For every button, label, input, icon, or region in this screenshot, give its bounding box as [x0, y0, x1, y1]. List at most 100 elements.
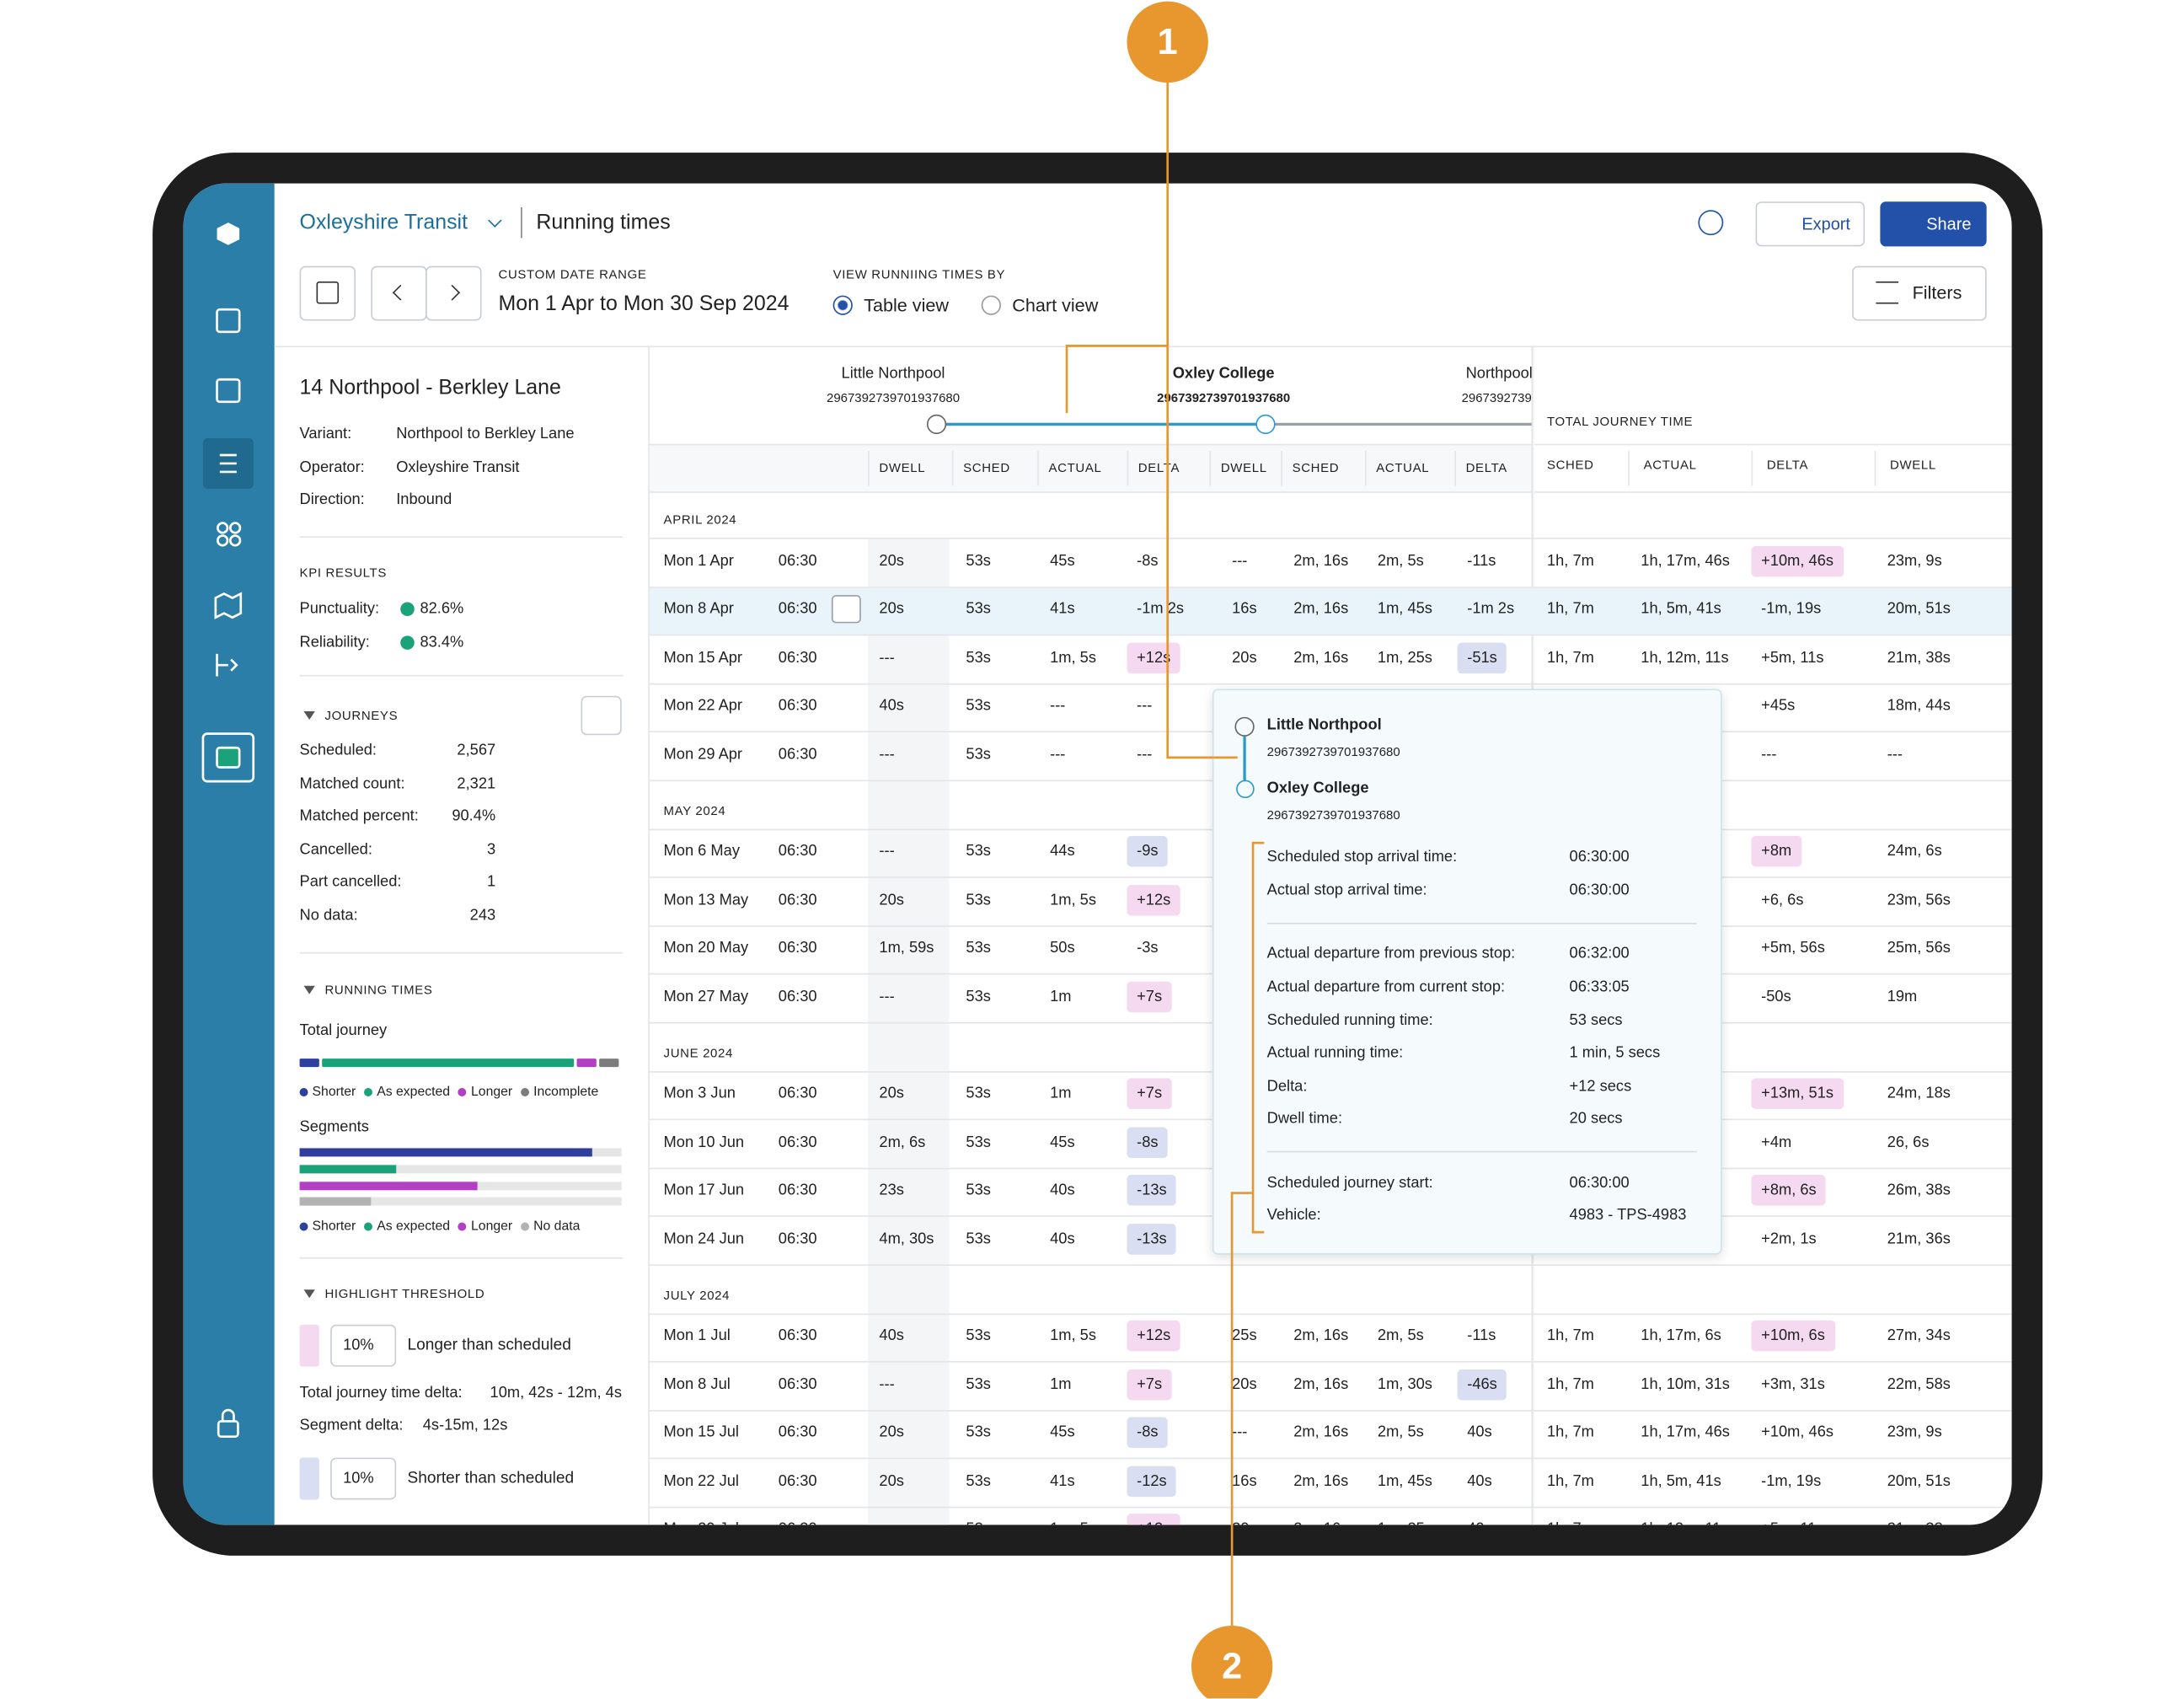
- nav-button[interactable]: [426, 265, 482, 321]
- tooltip-label: Actual departure from current stop:: [1266, 978, 1506, 996]
- bar: [299, 1181, 477, 1190]
- journey-value: 2,567: [457, 742, 496, 759]
- column-header: DELTA: [1138, 460, 1180, 475]
- tooltip-value: 1 min, 5 secs: [1569, 1044, 1661, 1062]
- table-cell: -1m 2s: [1137, 600, 1185, 618]
- table-cell: Mon 15 Apr: [663, 649, 743, 667]
- table-cell: 45s: [1050, 1133, 1075, 1150]
- bar-segment: [598, 1059, 619, 1068]
- table-cell: 40s: [1467, 1423, 1492, 1441]
- journey-value: 90.4%: [452, 807, 496, 825]
- table-cell: 24m, 6s: [1887, 843, 1942, 860]
- table-header: [649, 445, 1532, 492]
- swatch: [299, 1457, 319, 1500]
- divider: [868, 451, 870, 486]
- bar: [299, 1198, 371, 1207]
- callout-number: 1: [1157, 20, 1178, 62]
- view-button[interactable]: [581, 695, 622, 736]
- table-cell: 1m, 25s: [1378, 1520, 1432, 1525]
- journey-label: Part cancelled:: [299, 874, 402, 892]
- radio[interactable]: [832, 295, 853, 315]
- divider: [649, 1312, 2012, 1315]
- table-cell: Mon 17 Jun: [663, 1182, 745, 1199]
- route-title: 14 Northpool - Berkley Lane: [299, 376, 561, 400]
- table-cell: Mon 3 Jun: [663, 1085, 736, 1102]
- tooltip-label: Scheduled stop arrival time:: [1266, 848, 1458, 866]
- detail-label: Variant:: [299, 426, 352, 443]
- table-cell: +10m, 6s: [1751, 1320, 1835, 1352]
- divider: [649, 1360, 2012, 1363]
- filters-button[interactable]: [1852, 265, 1987, 321]
- bar-segment: [299, 1059, 319, 1068]
- table-cell: 20s: [1232, 1520, 1256, 1525]
- stop-icon: [1236, 780, 1255, 799]
- table-cell: 25m, 56s: [1887, 939, 1951, 957]
- divider: [649, 634, 2012, 636]
- table-cell: 1h, 17m, 46s: [1641, 1423, 1730, 1441]
- divider: [649, 538, 2012, 539]
- table-cell: 1h, 12m, 11s: [1641, 1520, 1728, 1525]
- table-cell: 1m, 5s: [1050, 891, 1096, 908]
- chevron: [488, 213, 502, 228]
- callout-number: 2: [1222, 1644, 1243, 1687]
- input[interactable]: [330, 1324, 397, 1367]
- export-button[interactable]: [1755, 201, 1866, 247]
- table-cell: -9s: [1127, 835, 1169, 867]
- table-cell: 41s: [1050, 600, 1075, 618]
- tooltip-label: Scheduled running time:: [1266, 1012, 1433, 1030]
- table-cell: 20m, 51s: [1887, 600, 1951, 618]
- table-cell: Mon 1 Apr: [663, 552, 734, 570]
- table-cell: -12s: [1127, 1465, 1177, 1497]
- tooltip-value: 06:30:00: [1569, 882, 1630, 899]
- table-cell: -1m 2s: [1467, 600, 1515, 618]
- table-cell: +5m, 11s: [1761, 1520, 1823, 1525]
- table-cell: 18m, 44s: [1887, 697, 1951, 715]
- table-cell: +12s: [1127, 884, 1180, 915]
- journey-value: 3: [486, 841, 496, 859]
- table-cell: -11s: [1467, 1327, 1496, 1345]
- table-cell: 1m, 5s: [1050, 1327, 1096, 1345]
- table-cell: ---: [879, 988, 895, 1005]
- divider: [649, 1263, 2012, 1266]
- table-cell: 22m, 58s: [1887, 1375, 1951, 1393]
- page-title: Running times: [536, 211, 671, 235]
- month-header: APRIL 2024: [663, 512, 737, 527]
- table-cell: 06:30: [778, 697, 817, 715]
- table-cell: 06:30: [778, 891, 817, 908]
- table-cell: 1m: [1050, 988, 1072, 1005]
- radio[interactable]: [981, 295, 1001, 315]
- table-cell: Mon 29 Apr: [663, 745, 743, 763]
- table-cell: 1h, 7m: [1546, 600, 1594, 618]
- table-cell: 06:30: [778, 1327, 817, 1345]
- table-cell: 53s: [966, 1230, 991, 1247]
- share-button[interactable]: [1880, 201, 1987, 247]
- nav-button[interactable]: [299, 265, 356, 321]
- table-cell: +5m, 11s: [1761, 649, 1824, 667]
- divider: [649, 443, 2012, 446]
- table-cell: -8s: [1137, 552, 1159, 570]
- divider: [649, 1505, 2012, 1508]
- table-cell: ---: [1232, 552, 1248, 570]
- threshold-label: Shorter than scheduled: [407, 1470, 575, 1487]
- radio-label: Table view: [864, 294, 950, 316]
- column-header: SCHED: [1292, 460, 1340, 475]
- table-cell: 53s: [966, 1327, 991, 1345]
- legend-label: As expected: [377, 1219, 451, 1235]
- stop-id: 2967392739701937680: [1461, 390, 1532, 405]
- table-cell: 26m, 38s: [1887, 1182, 1951, 1199]
- row-action[interactable]: [831, 595, 861, 624]
- input[interactable]: [330, 1457, 397, 1500]
- table-cell: +7s: [1127, 1369, 1172, 1400]
- table-cell: ---: [879, 649, 895, 667]
- table-cell: ---: [1137, 745, 1153, 763]
- kpi-label: Reliability:: [299, 633, 370, 651]
- bar-track: [299, 1165, 622, 1173]
- table-cell: ---: [879, 843, 895, 860]
- month-header: JULY 2024: [663, 1287, 731, 1302]
- help-icon[interactable]: [1698, 210, 1724, 236]
- table-cell: 1m: [1050, 1375, 1072, 1393]
- table-cell: 1m: [1050, 1085, 1072, 1102]
- delta-label: Segment delta:: [299, 1417, 404, 1434]
- dwell-column: [868, 538, 950, 1525]
- collapse-icon: [303, 985, 315, 994]
